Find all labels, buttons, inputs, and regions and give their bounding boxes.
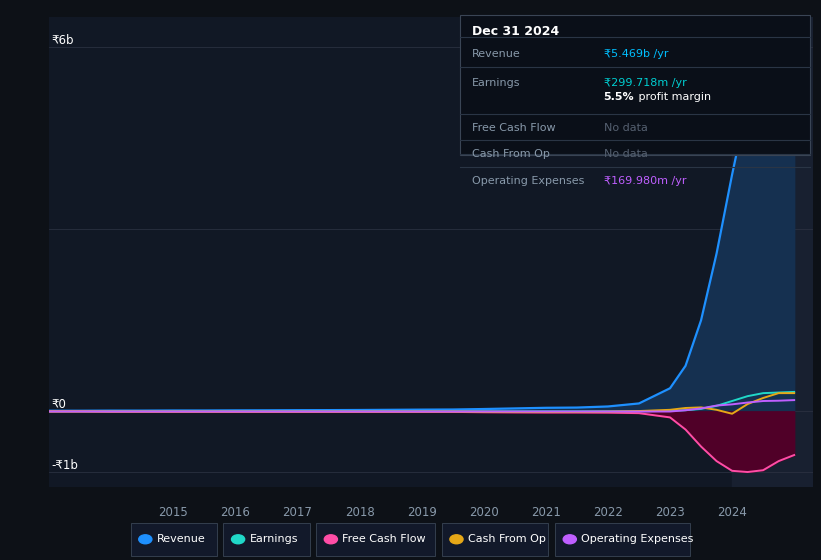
Text: profit margin: profit margin [635,92,711,102]
Text: Cash From Op: Cash From Op [472,150,550,160]
Text: Revenue: Revenue [472,49,521,59]
Text: -₹1b: -₹1b [52,459,79,472]
Text: No data: No data [603,150,648,160]
Text: 5.5%: 5.5% [603,92,635,102]
Text: Operating Expenses: Operating Expenses [472,176,585,186]
Text: 2015: 2015 [158,506,188,519]
Text: 2017: 2017 [282,506,313,519]
Text: 2023: 2023 [655,506,685,519]
Text: Cash From Op: Cash From Op [468,534,546,544]
Text: Free Cash Flow: Free Cash Flow [342,534,426,544]
Text: ₹6b: ₹6b [52,34,74,47]
Text: No data: No data [603,123,648,133]
Bar [732,17,813,487]
Text: 2018: 2018 [345,506,374,519]
Text: 2019: 2019 [406,506,437,519]
Text: 2021: 2021 [531,506,561,519]
Text: ₹0: ₹0 [52,398,67,412]
Text: Earnings: Earnings [472,78,521,88]
Text: 2020: 2020 [469,506,498,519]
Text: ₹169.980m /yr: ₹169.980m /yr [603,176,686,186]
Text: 2024: 2024 [718,506,747,519]
Text: Operating Expenses: Operating Expenses [581,534,694,544]
Text: Revenue: Revenue [157,534,205,544]
Text: 2016: 2016 [221,506,250,519]
Text: 2022: 2022 [593,506,623,519]
Text: Dec 31 2024: Dec 31 2024 [472,25,560,38]
Text: ₹5.469b /yr: ₹5.469b /yr [603,49,668,59]
Text: Free Cash Flow: Free Cash Flow [472,123,556,133]
Text: Earnings: Earnings [250,534,298,544]
Text: ₹299.718m /yr: ₹299.718m /yr [603,78,686,88]
